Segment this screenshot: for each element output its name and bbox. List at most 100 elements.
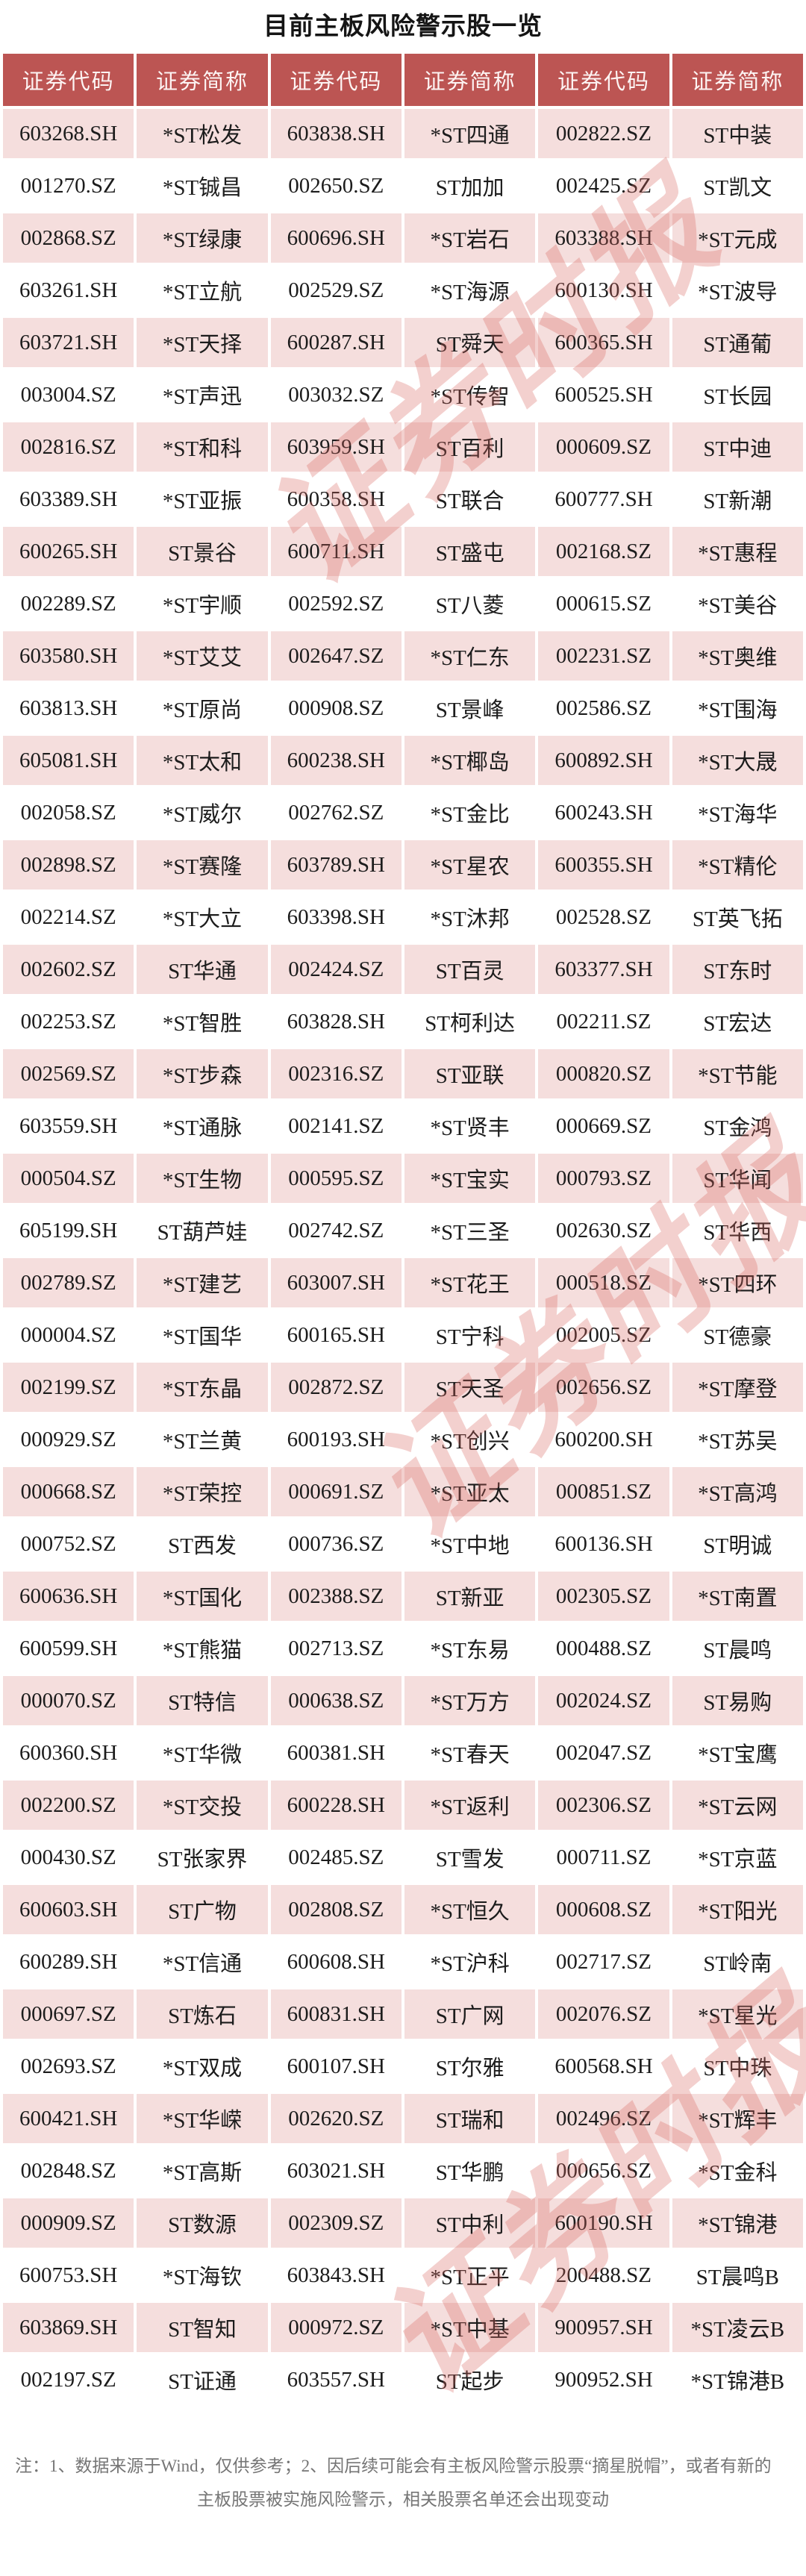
stock-name-cell: *ST仁东 [404,631,536,681]
stock-code-cell: 002306.SZ [538,1781,669,1830]
stock-name-cell: *ST高斯 [137,2146,268,2195]
stock-code-cell: 603268.SH [3,109,134,158]
table-row: 001270.SZ *ST铖昌 002650.SZ ST加加 002425.SZ ST凯文 [3,161,803,210]
stock-code-cell: 001270.SZ [3,161,134,210]
stock-name-cell: ST晨鸣 [672,1624,803,1673]
table-row: 002602.SZ ST华通 002424.SZ ST百灵 603377.SH ST东时 [3,945,803,994]
stock-code-cell: 000668.SZ [3,1467,134,1516]
stock-code-cell: 000638.SZ [270,1676,402,1725]
stock-name-cell: *ST星农 [404,840,536,890]
stock-name-cell: ST舜天 [404,318,536,367]
stock-code-cell: 002898.SZ [3,840,134,890]
stock-name-cell: ST宏达 [672,997,803,1046]
stock-code-cell: 000609.SZ [538,422,669,472]
stock-name-cell: *ST铖昌 [137,161,268,210]
stock-name-cell: *ST四环 [672,1258,803,1307]
stock-code-cell: 002872.SZ [270,1363,402,1412]
stock-name-cell: *ST兰黄 [137,1415,268,1464]
stock-code-cell: 002047.SZ [538,1728,669,1778]
stock-name-cell: *ST智胜 [137,997,268,1046]
table-row: 605081.SH *ST太和 600238.SH *ST椰岛 600892.SH *ST… [3,736,803,785]
stock-name-cell: *ST创兴 [404,1415,536,1464]
stock-code-cell: 000615.SZ [538,579,669,628]
stock-name-cell: ST明诚 [672,1519,803,1569]
stock-name-cell: ST联合 [404,475,536,524]
table-row: 000909.SZ ST数源 002309.SZ ST中利 600190.SH *ST锦港 [3,2198,803,2248]
stock-code-cell: 002630.SZ [538,1206,669,1255]
table-row: 605199.SH ST葫芦娃 002742.SZ *ST三圣 002630.SZ ST华… [3,1206,803,1255]
table-row: 002289.SZ *ST宇顺 002592.SZ ST八菱 000615.SZ *ST美… [3,579,803,628]
stock-name-cell: *ST赛隆 [137,840,268,890]
stock-name-cell: ST百灵 [404,945,536,994]
table-header-cell: 证券简称 [672,54,803,106]
stock-name-cell: *ST奥维 [672,631,803,681]
stock-code-cell: 000656.SZ [538,2146,669,2195]
stock-code-cell: 000488.SZ [538,1624,669,1673]
stock-name-cell: ST新亚 [404,1572,536,1621]
stock-code-cell: 000736.SZ [270,1519,402,1569]
stock-code-cell: 000595.SZ [270,1154,402,1203]
table-header-row: 证券代码 证券简称 证券代码 证券简称 证券代码 证券简称 [3,54,803,106]
stock-code-cell: 603869.SH [3,2303,134,2352]
table-row: 002058.SZ *ST威尔 002762.SZ *ST金比 600243.SH *ST… [3,788,803,837]
stock-name-cell: ST华通 [137,945,268,994]
stock-name-cell: ST通葡 [672,318,803,367]
stock-code-cell: 002529.SZ [270,266,402,315]
stock-name-cell: *ST亚振 [137,475,268,524]
stock-name-cell: ST东时 [672,945,803,994]
stock-code-cell: 002868.SZ [3,213,134,263]
stock-name-cell: ST尔雅 [404,2042,536,2091]
stock-name-cell: ST广物 [137,1885,268,1934]
stock-code-cell: 002496.SZ [538,2094,669,2143]
table-row: 603869.SH ST智知 000972.SZ *ST中基 900957.SH *ST凌… [3,2303,803,2352]
stock-code-cell: 000752.SZ [3,1519,134,1569]
stock-name-cell: *ST摩登 [672,1363,803,1412]
stock-code-cell: 002569.SZ [3,1049,134,1098]
stock-code-cell: 600136.SH [538,1519,669,1569]
stock-name-cell: ST华闻 [672,1154,803,1203]
stock-code-cell: 600289.SH [3,1937,134,1986]
stock-code-cell: 002656.SZ [538,1363,669,1412]
stock-code-cell: 603580.SH [3,631,134,681]
stock-code-cell: 200488.SZ [538,2251,669,2300]
stock-code-cell: 002650.SZ [270,161,402,210]
stock-name-cell: *ST声迅 [137,370,268,419]
stock-code-cell: 000793.SZ [538,1154,669,1203]
stock-name-cell: ST景谷 [137,527,268,576]
table-row: 002868.SZ *ST绿康 600696.SH *ST岩石 603388.SH *ST… [3,213,803,263]
stock-name-cell: *ST通脉 [137,1101,268,1151]
stock-code-cell: 002024.SZ [538,1676,669,1725]
stock-name-cell: *ST锦港 [672,2198,803,2248]
stock-code-cell: 002316.SZ [270,1049,402,1098]
stock-name-cell: ST数源 [137,2198,268,2248]
stock-name-cell: *ST华微 [137,1728,268,1778]
stock-code-cell: 600287.SH [270,318,402,367]
stock-code-cell: 000909.SZ [3,2198,134,2248]
stock-name-cell: *ST熊猫 [137,1624,268,1673]
stock-code-cell: 603721.SH [3,318,134,367]
table-row: 002569.SZ *ST步森 002316.SZ ST亚联 000820.SZ *ST节… [3,1049,803,1098]
stock-name-cell: ST宁科 [404,1310,536,1360]
stock-code-cell: 600190.SH [538,2198,669,2248]
stock-name-cell: *ST南置 [672,1572,803,1621]
stock-code-cell: 000430.SZ [3,1833,134,1882]
table-row: 000752.SZ ST西发 000736.SZ *ST中地 600136.SH ST明诚 [3,1519,803,1569]
table-row: 000697.SZ ST炼石 600831.SH ST广网 002076.SZ *ST星光 [3,1989,803,2039]
stock-name-cell: ST中装 [672,109,803,158]
stock-code-cell: 002822.SZ [538,109,669,158]
stock-name-cell: ST亚联 [404,1049,536,1098]
stock-name-cell: ST华鹏 [404,2146,536,2195]
table-row: 002789.SZ *ST建艺 603007.SH *ST花王 000518.SZ *ST… [3,1258,803,1307]
stock-code-cell: 600360.SH [3,1728,134,1778]
table-header-cell: 证券代码 [538,54,669,106]
stock-code-cell: 002305.SZ [538,1572,669,1621]
stock-name-cell: *ST双成 [137,2042,268,2091]
stock-code-cell: 600636.SH [3,1572,134,1621]
stock-code-cell: 600355.SH [538,840,669,890]
table-row: 600360.SH *ST华微 600381.SH *ST春天 002047.SZ *ST… [3,1728,803,1778]
table-row: 002199.SZ *ST东晶 002872.SZ ST天圣 002656.SZ *ST摩… [3,1363,803,1412]
stock-name-cell: *ST艾艾 [137,631,268,681]
table-header-cell: 证券代码 [270,54,402,106]
stock-name-cell: *ST天择 [137,318,268,367]
stock-name-cell: ST八菱 [404,579,536,628]
